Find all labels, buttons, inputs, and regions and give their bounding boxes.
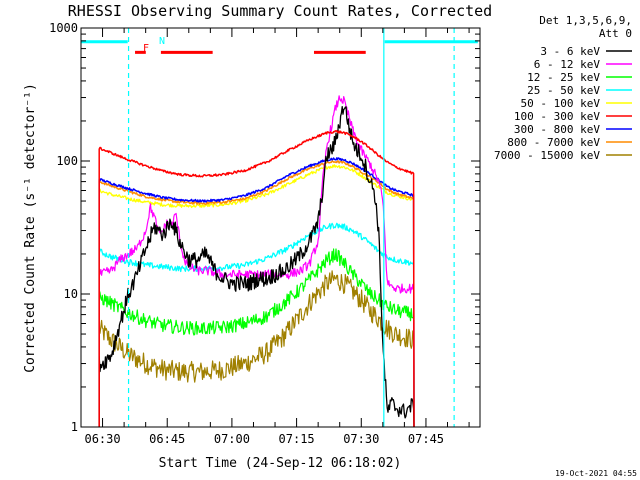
plot-frame — [80, 27, 481, 428]
legend-label-1: 6 - 12 keV — [534, 58, 601, 71]
legend-label-5: 100 - 300 keV — [514, 110, 600, 123]
legend-header-line-1: Det 1,3,5,6,9, — [539, 14, 632, 27]
legend-label-0: 3 - 6 keV — [540, 45, 600, 58]
legend-label-3: 25 - 50 keV — [527, 84, 600, 97]
marker-layer — [81, 28, 478, 427]
series-line-8 — [98, 270, 415, 427]
series-line-7 — [98, 160, 415, 427]
series-line-6 — [98, 157, 415, 427]
x-axis-label: Start Time (24-Sep-12 06:18:02) — [159, 456, 402, 471]
night-flag-label: N — [159, 36, 165, 47]
series-line-0 — [98, 106, 415, 427]
series-line-5 — [98, 129, 415, 427]
y-axis-label: Corrected Count Rate (s⁻¹ detector⁻¹) — [23, 83, 38, 373]
y-tick-label-1: 10 — [64, 287, 78, 301]
x-tick-label-5: 07:45 — [408, 432, 444, 446]
series-line-2 — [98, 248, 415, 427]
legend-label-8: 7000 - 15000 keV — [494, 149, 600, 162]
series-layer — [98, 95, 415, 427]
y-tick-label-2: 100 — [56, 154, 78, 168]
legend-label-4: 50 - 100 keV — [521, 97, 601, 110]
legend-label-2: 12 - 25 keV — [527, 71, 600, 84]
x-tick-label-3: 07:15 — [279, 432, 315, 446]
legend-label-6: 300 - 800 keV — [514, 123, 600, 136]
x-tick-label-1: 06:45 — [149, 432, 185, 446]
series-line-3 — [98, 222, 415, 427]
y-tick-label-0: 1 — [71, 420, 78, 434]
legend-header-line-2: Att 0 — [599, 27, 632, 40]
chart-title: RHESSI Observing Summary Count Rates, Co… — [68, 2, 492, 20]
x-tick-label-0: 06:30 — [84, 432, 120, 446]
x-tick-label-2: 07:00 — [214, 432, 250, 446]
y-tick-label-3: 1000 — [49, 21, 78, 35]
legend-label-7: 800 - 7000 keV — [507, 136, 600, 149]
x-tick-label-4: 07:30 — [343, 432, 379, 446]
axis-layer: 1 10 100 1000 06:30 06:45 07:00 07:15 07:30 07:45 — [49, 21, 480, 446]
flare-flag-label: F — [143, 43, 149, 54]
footer-timestamp: 19-Oct-2021 04:55 — [555, 469, 637, 478]
